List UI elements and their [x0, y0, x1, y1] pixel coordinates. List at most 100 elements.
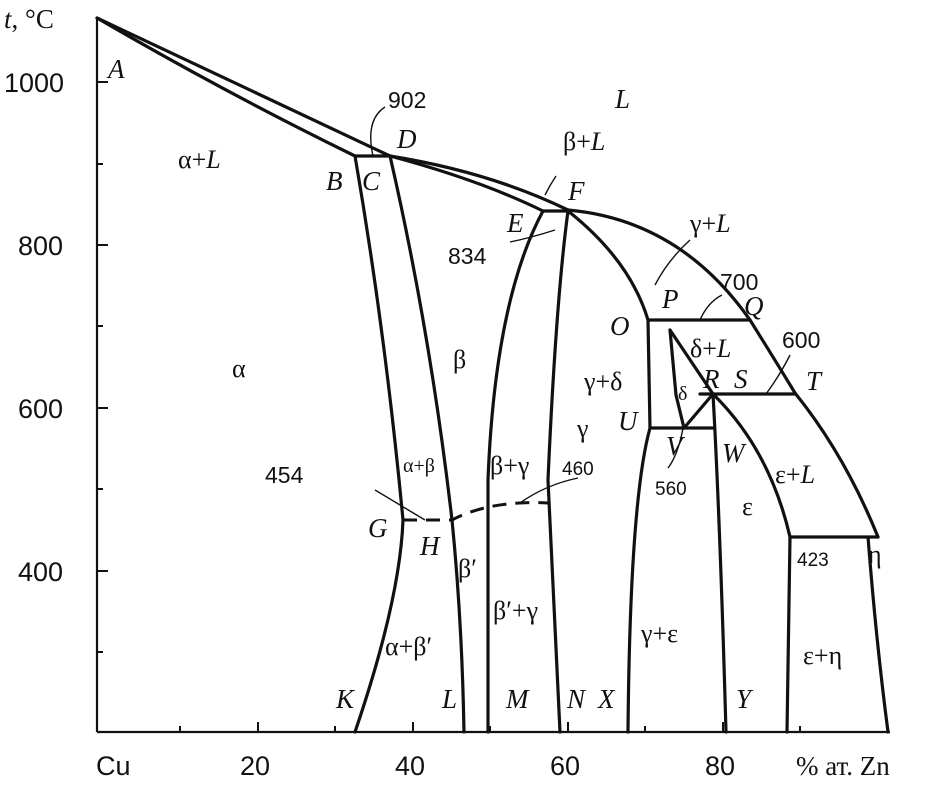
alpha-solvus-B-G	[353, 154, 405, 522]
eps-right-S-Z	[711, 392, 792, 734]
point-R: R	[702, 364, 720, 394]
point-labels: A B C D E F G H K L M N X O P Q R S T U …	[106, 54, 823, 714]
phase-alpha-beta-prime: α+β′	[385, 632, 432, 661]
phase-alpha-L: α+L	[178, 145, 221, 174]
gamma-boundary-F-O	[566, 209, 650, 322]
point-U: U	[618, 406, 639, 436]
point-N: N	[566, 684, 587, 714]
delta-right-P-R	[668, 328, 715, 396]
phase-alpha: α	[232, 354, 246, 383]
leader-902	[370, 106, 386, 157]
point-T: T	[806, 366, 823, 396]
eta-boundary	[866, 535, 890, 734]
phase-alpha-beta: α+β	[403, 455, 435, 477]
phase-gamma-delta: γ+δ	[583, 367, 622, 396]
phase-beta-prime-gamma: β′+γ	[493, 596, 538, 625]
point-L: L	[441, 684, 457, 714]
y-label-400: 400	[18, 557, 63, 587]
leader-600	[765, 354, 791, 395]
temp-834: 834	[448, 243, 487, 269]
liquidus-F-Q	[566, 208, 752, 322]
solidus-A-B	[95, 16, 357, 158]
phase-gamma: γ	[576, 414, 589, 443]
phase-beta-prime: β′	[458, 554, 477, 583]
point-V: V	[666, 431, 686, 461]
phase-eps-L: ε+L	[775, 460, 815, 489]
point-G: G	[368, 513, 388, 543]
leader-beta-L	[544, 175, 557, 196]
point-S: S	[734, 364, 748, 394]
phase-epsilon-eta: ε+η	[803, 641, 842, 670]
leader-454	[374, 489, 426, 521]
y-label-1000: 1000	[4, 68, 64, 98]
point-A: A	[106, 54, 125, 84]
phase-beta-L: β+L	[563, 127, 605, 156]
point-W: W	[722, 438, 747, 468]
y-ticks	[97, 81, 108, 653]
temp-700: 700	[720, 269, 758, 295]
gamma-boundary-F-N	[546, 209, 570, 734]
solidus-D-E	[388, 154, 545, 213]
x-axis-title: % ат. Zn	[796, 751, 890, 781]
point-Y: Y	[736, 684, 754, 714]
point-D: D	[396, 124, 417, 154]
liquidus-Q-T	[748, 318, 797, 395]
delta-left-P-V	[668, 328, 686, 430]
x-ticks	[179, 722, 801, 732]
y-axis-title: t, °C	[4, 4, 54, 34]
x-label-40: 40	[395, 751, 425, 781]
point-H: H	[419, 531, 441, 561]
x-label-cu: Cu	[96, 751, 131, 781]
liquidus-A-D	[95, 16, 392, 158]
temperature-labels: 902 834 700 600 454 460 560 423	[265, 87, 829, 571]
point-P: P	[661, 284, 679, 314]
leader-460	[519, 477, 579, 504]
axes-frame	[95, 18, 890, 734]
gamma-boundary-O-U	[646, 318, 652, 430]
point-M: M	[505, 684, 530, 714]
point-Q: Q	[744, 291, 764, 321]
eps-left-W-Y	[711, 392, 728, 734]
point-X: X	[597, 684, 616, 714]
phase-beta: β	[453, 345, 466, 374]
temp-423: 423	[797, 550, 829, 571]
temp-600: 600	[782, 327, 820, 353]
point-C: C	[362, 166, 381, 196]
temp-560: 560	[655, 479, 687, 500]
point-B: B	[326, 166, 343, 196]
order-disorder-454-460	[403, 501, 549, 522]
liquidus-T-eta	[793, 391, 880, 539]
phase-boundaries	[95, 16, 890, 734]
leader-700	[699, 294, 723, 321]
alpha-solvus-G-K	[353, 518, 405, 734]
leader-560	[667, 427, 684, 469]
temp-460: 460	[562, 459, 594, 480]
leader-834	[509, 229, 556, 243]
phase-gamma-L: γ+L	[689, 209, 731, 238]
x-label-80: 80	[705, 751, 735, 781]
y-label-600: 600	[18, 394, 63, 424]
phase-delta-L: δ+L	[690, 334, 731, 363]
delta-eutectoid-R-V	[682, 392, 715, 430]
temp-454: 454	[265, 462, 304, 488]
point-K: K	[335, 684, 356, 714]
point-O: O	[610, 311, 630, 341]
point-E: E	[506, 208, 524, 238]
phase-labels: L α+L β+L γ+L δ+L ε+L α β γ δ ε η γ+δ α+…	[178, 84, 882, 670]
beta-boundary-C-H	[388, 154, 454, 522]
point-F: F	[567, 176, 585, 206]
phase-gamma-epsilon: γ+ε	[640, 619, 678, 648]
phase-L: L	[614, 84, 630, 114]
x-label-60: 60	[550, 751, 580, 781]
gamma-boundary-U-X	[626, 426, 652, 734]
leader-gamma-L	[654, 239, 691, 286]
phase-delta: δ	[678, 383, 687, 405]
beta-boundary-H-L	[450, 518, 466, 734]
phase-epsilon: ε	[742, 492, 753, 521]
temp-902: 902	[388, 87, 426, 113]
phase-beta-gamma: β+γ	[490, 451, 529, 480]
liquidus-D-F	[388, 154, 570, 212]
phase-eta: η	[868, 540, 882, 569]
x-label-20: 20	[240, 751, 270, 781]
